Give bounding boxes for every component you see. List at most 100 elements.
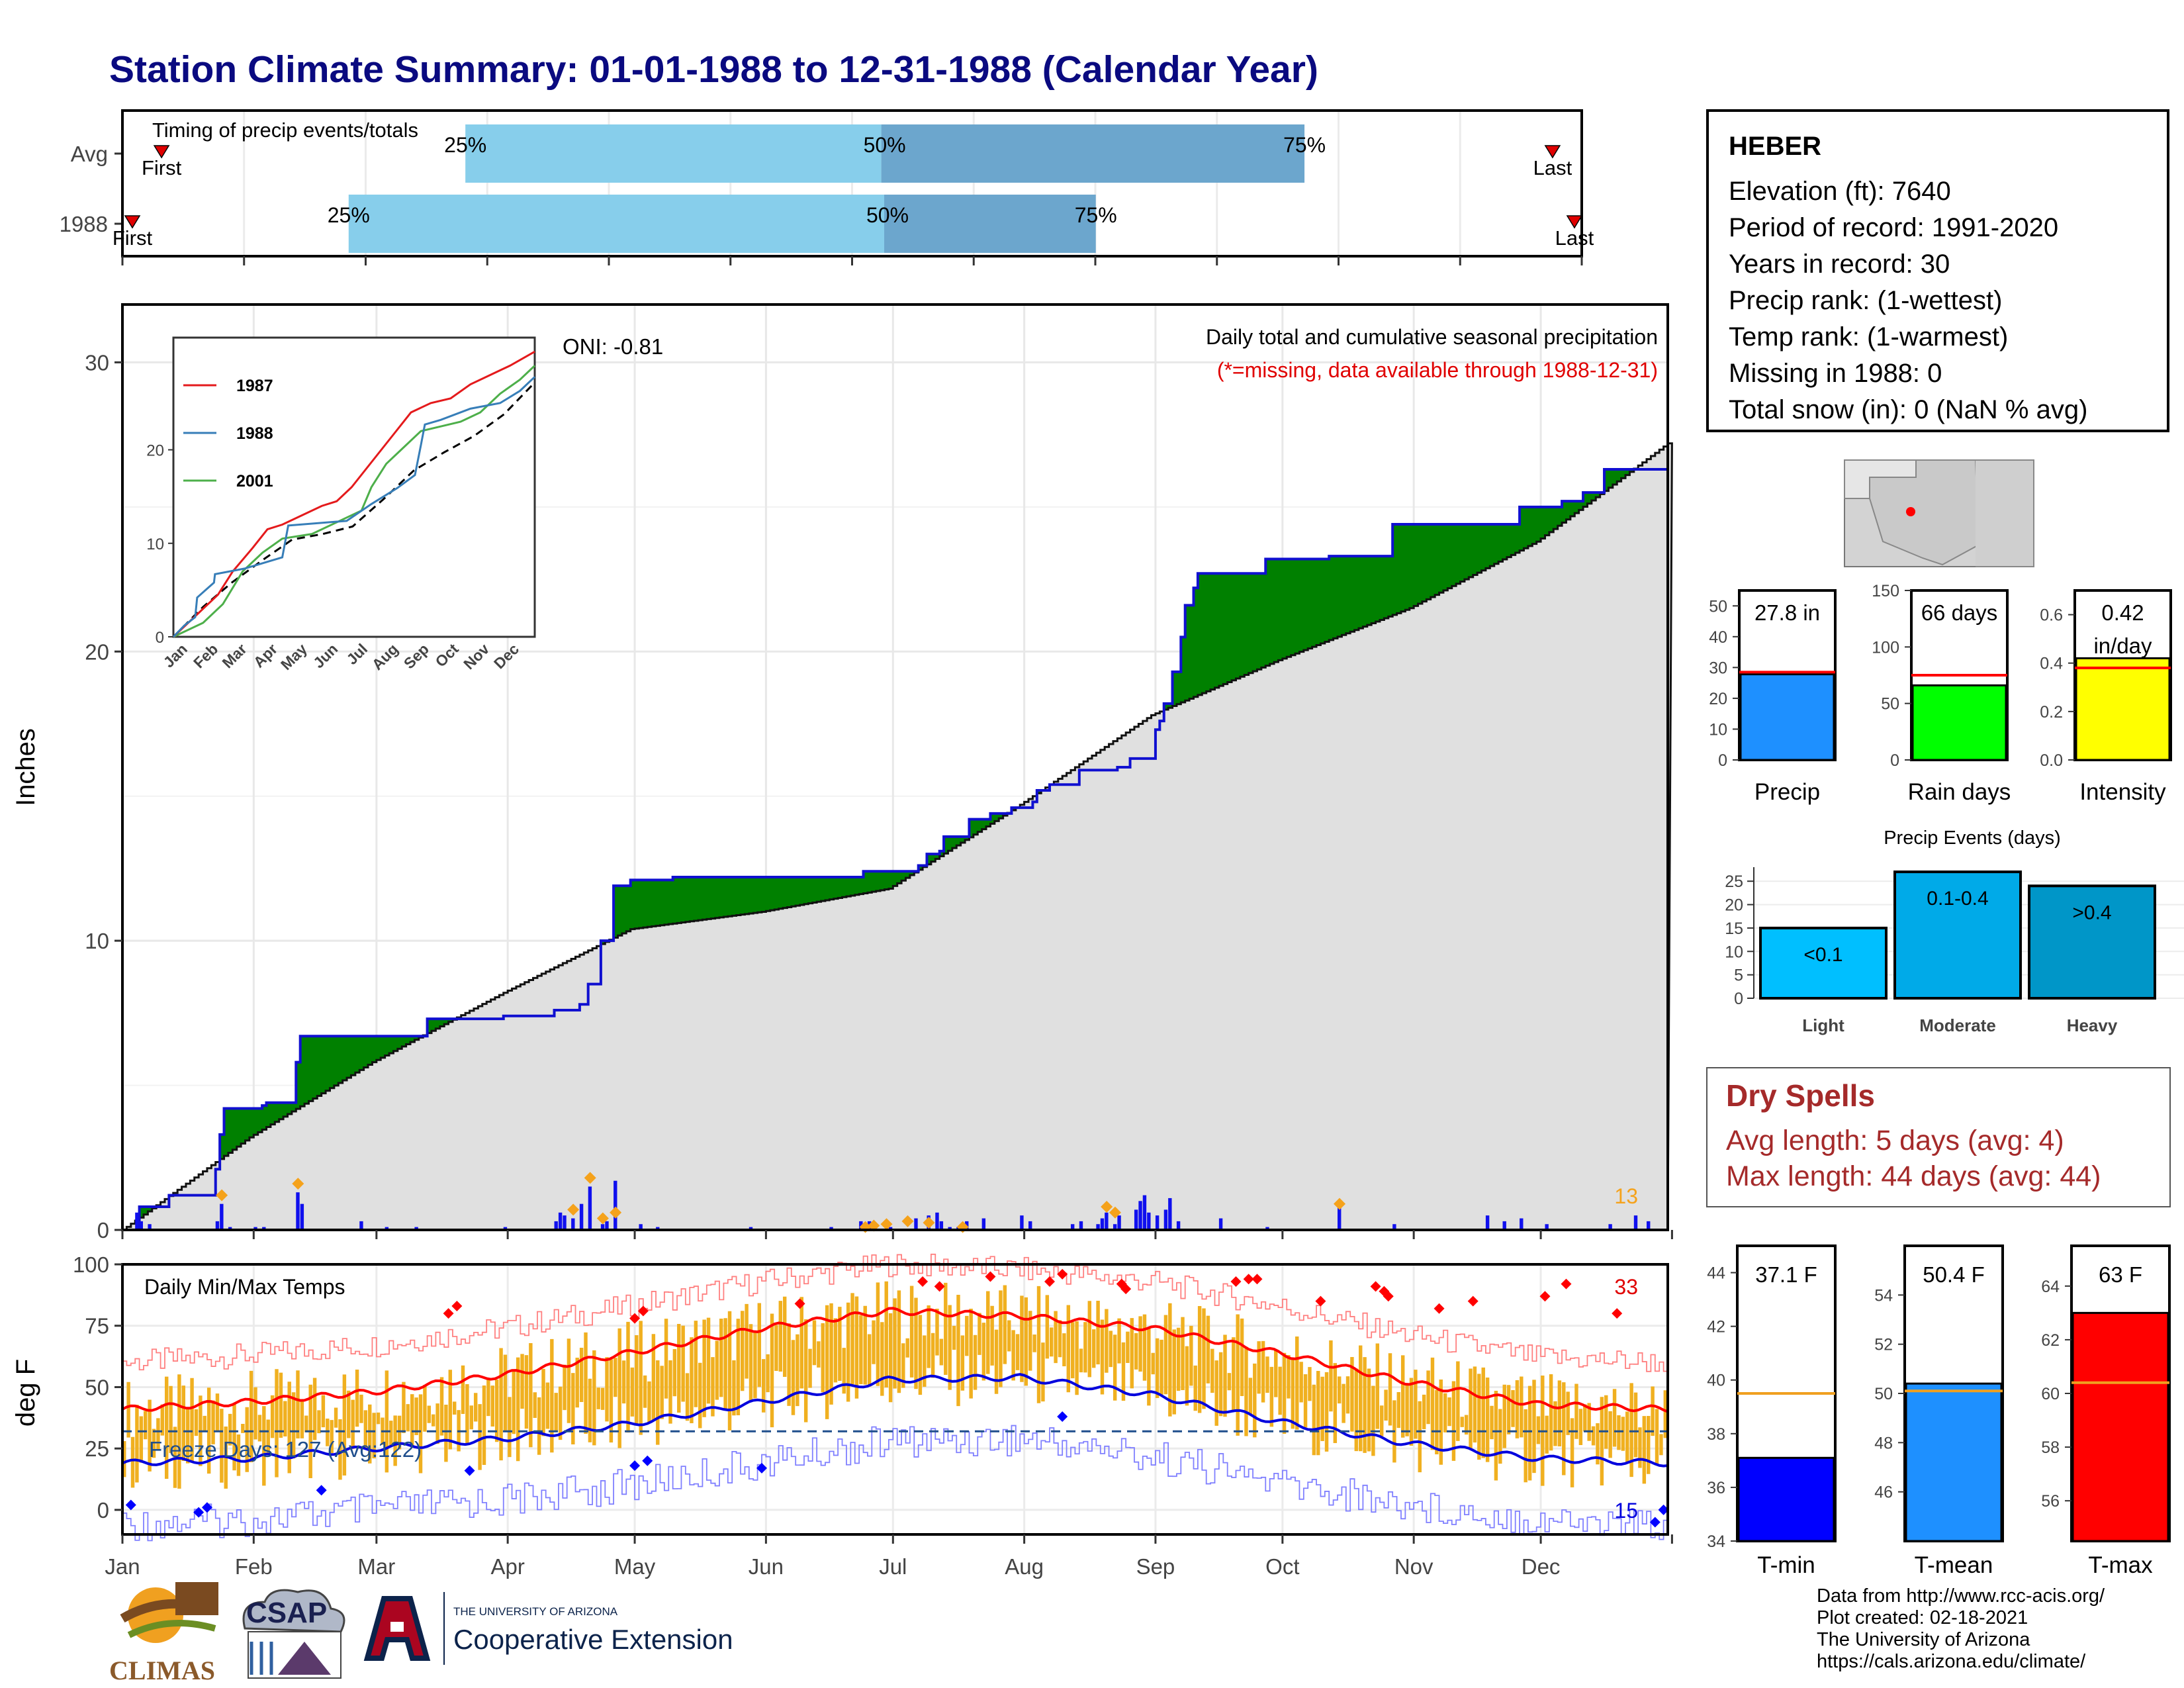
precip-note-line1: Daily total and cumulative seasonal prec… (1206, 325, 1658, 349)
precip-y-tick-label: 0 (97, 1218, 109, 1243)
daily-precip-bar (296, 1192, 300, 1230)
daily-precip-bar (939, 1221, 944, 1230)
temp-month-label: Nov (1394, 1554, 1433, 1579)
daily-precip-bar (614, 1180, 617, 1230)
daily-precip-bar (503, 1227, 508, 1230)
temp-month-label: Jun (749, 1554, 784, 1579)
temp-stat-tick-label: 62 (2041, 1331, 2060, 1350)
temp-y-tick-label: 0 (97, 1498, 109, 1523)
record-high-marker (1251, 1274, 1263, 1285)
inset-line-2001 (173, 365, 536, 638)
stat-tick-label: 0.4 (2040, 655, 2063, 673)
oni-label: ONI: -0.81 (563, 334, 663, 359)
daily-precip-bar (1338, 1207, 1342, 1230)
timing-bar-lower (348, 195, 885, 253)
record-high-marker (1370, 1281, 1381, 1292)
record-high-marker (1433, 1303, 1445, 1314)
record-low-marker (642, 1455, 653, 1466)
events-title: Precip Events (days) (1884, 827, 2061, 849)
event-marker (880, 1218, 893, 1231)
record-high-marker (1120, 1284, 1132, 1295)
events-category: Heavy (2067, 1015, 2118, 1035)
timing-label-75: 75% (1075, 203, 1117, 227)
events-bar (1759, 926, 1888, 1000)
temp-stat-tick-label: 58 (2041, 1438, 2060, 1457)
temp-stat-tick-label: 40 (1707, 1372, 1725, 1390)
credit-university: The University of Arizona (1817, 1629, 2030, 1650)
inset-line-1988 (172, 376, 536, 638)
daily-precip-bar (1176, 1221, 1181, 1230)
precip-stat-bars: 27.8 in 0 10 20 30 40 50 Precip 66 days 0 50 100 150… (1709, 583, 2172, 805)
record-high-marker (1230, 1276, 1242, 1287)
daily-precip-bar (554, 1221, 558, 1230)
stat-tick-label: 50 (1881, 695, 1899, 714)
daily-precip-bar (1079, 1221, 1083, 1230)
temp-plot-title: Daily Min/Max Temps (144, 1275, 345, 1299)
temp-stat-label: T-mean (1915, 1552, 1993, 1578)
stat-bar (1739, 673, 1835, 761)
daily-precip-bar (1608, 1224, 1612, 1230)
event-marker (1334, 1197, 1346, 1210)
inset-line-1987 (172, 350, 535, 638)
event-marker (292, 1178, 304, 1190)
daily-precip-bar (639, 1224, 643, 1230)
stat-value: 27.8 in (1754, 600, 1820, 625)
daily-precip-bar (600, 1224, 605, 1230)
stat-tick-label: 50 (1709, 597, 1727, 616)
precip-y-tick-label: 20 (85, 639, 109, 664)
record-low-marker (756, 1462, 767, 1474)
event-marker (567, 1203, 580, 1216)
daily-precip-bar (1117, 1215, 1121, 1230)
stat-tick-label: 20 (1709, 690, 1727, 708)
timing-label-75: 75% (1283, 133, 1326, 157)
daily-precip-bar (253, 1227, 257, 1230)
record-high-marker (1315, 1295, 1326, 1307)
events-tick-label: 5 (1734, 966, 1743, 985)
temp-stat-tick-label: 48 (1874, 1434, 1893, 1452)
station-temp-rank: Temp rank: (1-warmest) (1729, 322, 2009, 352)
record-low-marker (1649, 1517, 1661, 1528)
ua-coop-extension-logo: THE UNIVERSITY OF ARIZONA Cooperative Ex… (361, 1592, 758, 1671)
temp-plot-border (121, 1263, 1669, 1536)
record-high-marker (917, 1276, 929, 1287)
timing-bar-lower (465, 124, 882, 183)
stat-label: Intensity (2079, 779, 2166, 805)
last-event-label: Last (1555, 226, 1594, 250)
record-high-marker (1057, 1268, 1068, 1280)
record-high-marker (985, 1271, 996, 1282)
events-tick-label: 25 (1725, 872, 1743, 891)
stat-value: 0.42 (2101, 600, 2144, 625)
climas-logo-text: CLIMAS (109, 1656, 216, 1685)
daily-precip-bar (914, 1218, 918, 1230)
record-high-marker (637, 1305, 649, 1317)
cold-days-count: 15 (1614, 1499, 1638, 1523)
temp-stat-value: 37.1 F (1755, 1262, 1817, 1287)
temp-y-tick-label: 50 (85, 1375, 109, 1399)
precip-y-tick-label: 30 (85, 350, 109, 375)
record-high-marker (1539, 1291, 1551, 1302)
record-high-marker (451, 1301, 463, 1312)
csap-logo-text: CSAP (246, 1597, 328, 1629)
daily-precip-bar (135, 1212, 139, 1230)
daily-precip-bar (1020, 1215, 1024, 1230)
dry-spells-max: Max length: 44 days (avg: 44) (1726, 1160, 2101, 1192)
precip-chart: 0 10 20 30 Inches Daily total and cumulative … (11, 303, 1673, 1243)
dry-spells-avg: Avg length: 5 days (avg: 4) (1726, 1125, 2064, 1156)
temp-month-label: Apr (490, 1554, 524, 1579)
events-tick-label: 0 (1734, 990, 1743, 1008)
daily-precip-bar (1028, 1221, 1032, 1230)
daily-precip-bar (1138, 1201, 1142, 1230)
station-years: Years in record: 30 (1729, 250, 1950, 279)
stat-tick-label: 0.2 (2040, 703, 2063, 722)
stat-tick-label: 30 (1709, 659, 1727, 677)
page-title: Station Climate Summary: 01-01-1988 to 1… (109, 48, 1318, 91)
station-snow: Total snow (in): 0 (NaN % avg) (1729, 395, 2088, 424)
temp-month-label: Oct (1265, 1554, 1299, 1579)
normal-cumulative-area (122, 442, 1673, 1231)
last-event-marker (1544, 145, 1561, 159)
temp-stat-tick-label: 56 (2041, 1492, 2060, 1511)
stat-value-unit: in/day (2093, 633, 2152, 658)
avg-tmin-line (122, 1373, 1668, 1468)
event-marker (596, 1212, 609, 1225)
temp-stat-bar (1737, 1456, 1835, 1542)
